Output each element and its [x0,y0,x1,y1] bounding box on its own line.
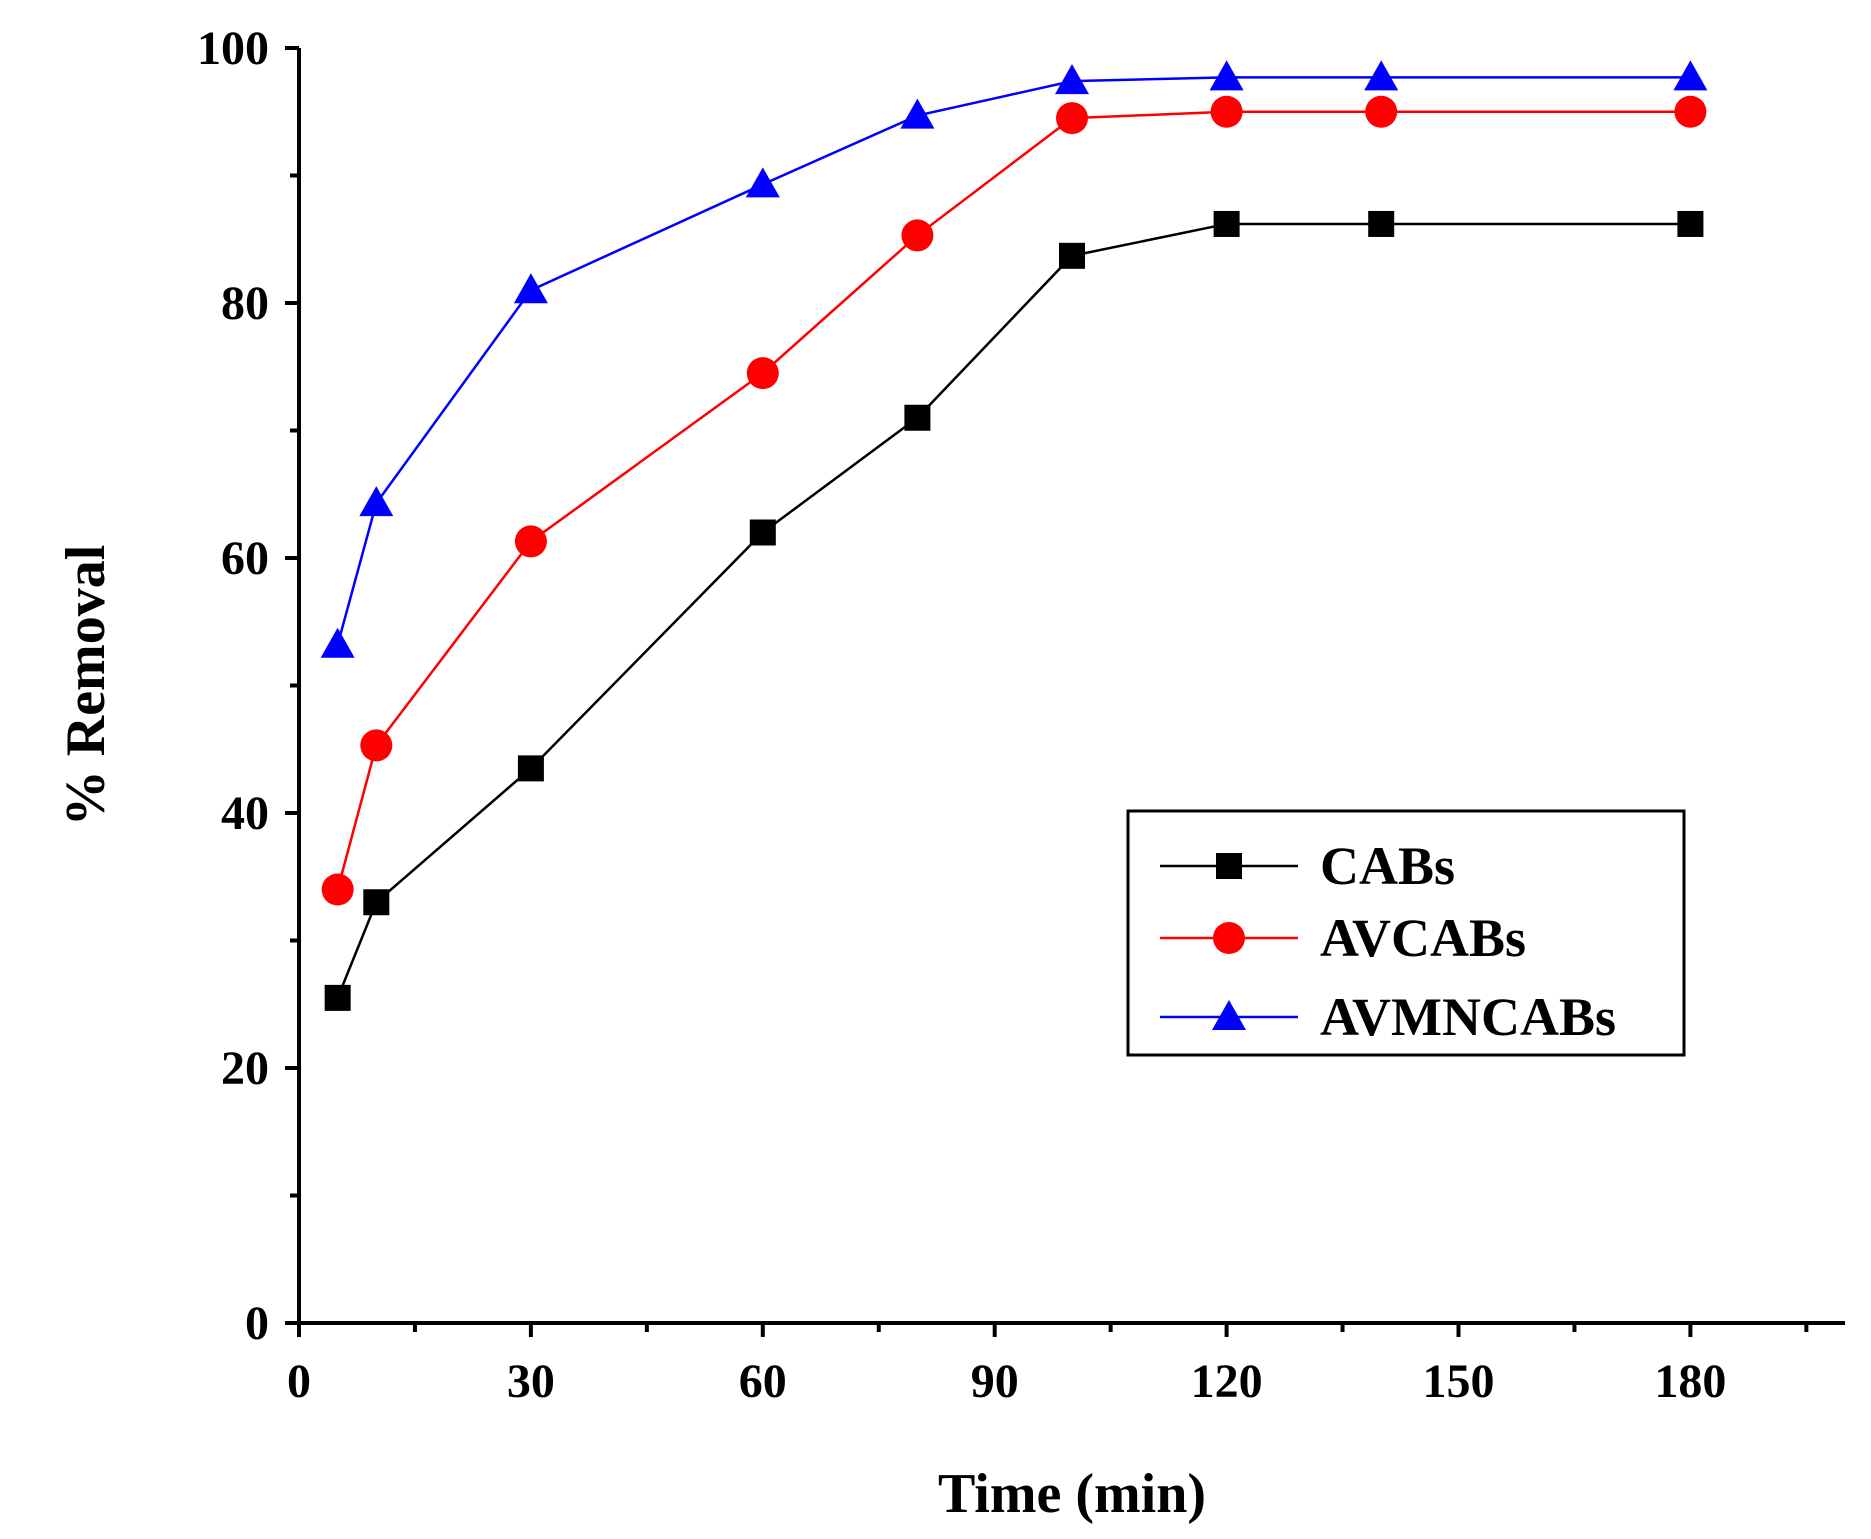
data-point-avcabs [1056,102,1088,135]
y-tick-label: 80 [221,277,269,330]
data-point-avcabs [1210,95,1243,128]
data-point-avcabs [746,357,779,390]
data-point-cabs [1213,210,1240,237]
series-avmncabs [320,60,1708,658]
series-avcabs [321,95,1707,906]
data-point-avcabs [901,219,934,252]
data-point-avmncabs [513,273,548,304]
data-point-avcabs [321,873,354,906]
data-point-cabs [517,755,544,782]
data-point-avmncabs [900,98,935,129]
y-tick-label: 20 [221,1042,269,1095]
legend-item-cabs: CABs [1160,836,1455,896]
legend-marker [1213,922,1245,954]
data-point-avmncabs [1055,64,1089,95]
data-point-avcabs [1674,95,1707,128]
legend-item-avcabs: AVCABs [1160,908,1526,968]
data-point-cabs [1059,242,1085,269]
x-tick-label: 30 [507,1355,555,1408]
legend: CABs AVCABs AVMNCABs [1126,809,1686,1057]
legend-marker [1216,853,1242,879]
data-point-avmncabs [359,486,394,517]
y-tick-label: 100 [197,22,269,75]
legend-label: AVMNCABs [1320,987,1616,1047]
data-point-cabs [904,404,931,431]
x-tick-label: 0 [287,1355,311,1408]
x-tick-label: 180 [1654,1355,1726,1408]
data-point-avmncabs [1209,60,1244,91]
y-tick-label: 60 [221,532,269,585]
data-point-avmncabs [745,167,780,198]
x-tick-label: 90 [971,1355,1019,1408]
data-point-avcabs [514,525,547,558]
data-point-avcabs [360,729,393,762]
x-tick-label: 150 [1423,1355,1495,1408]
legend-item-avmncabs: AVMNCABs [1160,987,1616,1047]
y-tick-label: 40 [221,787,269,840]
data-point-avcabs [1365,95,1398,128]
series-cabs [324,210,1704,1011]
data-point-avmncabs [1673,60,1708,91]
data-point-avmncabs [1364,60,1399,91]
data-point-cabs [1368,210,1395,237]
data-point-cabs [363,889,390,916]
x-axis-title: Time (min) [938,1463,1206,1525]
data-point-avmncabs [320,627,355,658]
legend-marker [1212,1000,1246,1030]
legend-label: AVCABs [1320,908,1526,968]
y-tick-label: 0 [245,1297,269,1350]
axes: 0 30 60 90 120 150 180 0 20 40 60 80 100 [197,22,1845,1408]
data-point-cabs [749,519,776,546]
data-point-cabs [1677,210,1704,237]
x-tick-label: 120 [1191,1355,1263,1408]
x-tick-label: 60 [739,1355,787,1408]
legend-label: CABs [1320,836,1455,896]
series-layer [320,60,1708,1011]
y-axis-title: % Removal [55,545,117,827]
data-point-cabs [324,984,351,1011]
